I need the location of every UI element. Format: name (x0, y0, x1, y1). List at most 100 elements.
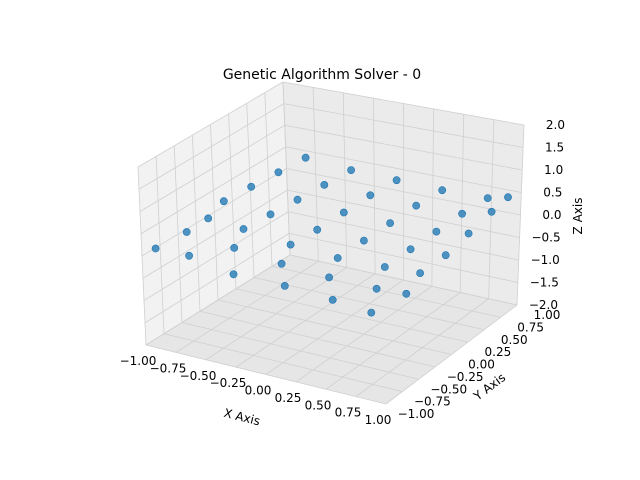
data-point (372, 284, 381, 293)
z-tick-label: 2.0 (546, 118, 565, 132)
grid-z-back (286, 168, 521, 216)
data-point (274, 168, 283, 177)
grid-x (295, 285, 433, 383)
data-point (247, 182, 256, 191)
data-point (441, 251, 450, 260)
data-point (458, 209, 466, 218)
z-tick-label: −0.5 (531, 231, 560, 245)
data-point (325, 273, 333, 282)
x-tick-label: 0.25 (275, 391, 302, 405)
data-point (239, 225, 248, 233)
x-tick-label: −0.75 (150, 361, 187, 375)
data-point (293, 195, 302, 204)
grid-z-back (289, 232, 518, 283)
data-point (313, 225, 322, 234)
x-tick-label: 0.50 (305, 398, 332, 412)
data-point (280, 281, 289, 290)
grid-z-left (143, 211, 289, 301)
data-point (412, 201, 421, 210)
z-tick-label: 0.0 (542, 208, 561, 222)
grid-z-back (287, 189, 520, 238)
grid-z-back (283, 103, 524, 148)
z-tick-label: −1.0 (531, 253, 560, 267)
grid-z-back (282, 81, 525, 126)
grid-z-left (144, 233, 290, 324)
z-tick-label: 0.5 (543, 186, 562, 200)
data-point (229, 270, 238, 279)
x-tick-label: 1.00 (365, 413, 392, 427)
data-point (432, 227, 441, 236)
grid-z-back (285, 146, 522, 193)
z-axis-label: Z Axis (571, 198, 585, 235)
data-point (204, 214, 213, 223)
grid-y (253, 277, 485, 331)
y-tick-label: −0.50 (430, 382, 467, 396)
grid-x (385, 304, 518, 405)
data-point (266, 210, 275, 219)
data-point (277, 259, 286, 268)
data-point (504, 193, 512, 202)
data-point (416, 269, 424, 277)
grid-z-left (139, 124, 285, 212)
data-point (328, 295, 337, 304)
chart-title: Genetic Algorithm Solver - 0 (223, 67, 421, 83)
x-tick-label: −1.00 (120, 354, 157, 368)
y-tick-label: −0.25 (447, 370, 484, 384)
data-point (487, 207, 496, 216)
data-point (185, 251, 193, 260)
grid-x (325, 292, 461, 390)
z-tick-label: −2.0 (529, 298, 558, 312)
gridlines (137, 81, 525, 405)
grid-y (217, 299, 452, 355)
y-tick-label: 0.00 (468, 358, 495, 372)
data-point (464, 229, 473, 238)
y-tick-label: −1.00 (398, 407, 435, 421)
data-point (483, 194, 492, 202)
data-point (151, 244, 160, 253)
data-point (182, 228, 191, 236)
tick-labels: −1.00−0.75−0.50−0.250.000.250.500.751.00… (120, 118, 565, 427)
data-point (301, 153, 310, 162)
data-point (219, 197, 228, 206)
x-tick-label: 0.75 (335, 406, 362, 420)
scatter-points (151, 153, 512, 317)
grid-z-left (145, 254, 291, 346)
grid-x (355, 298, 489, 397)
data-point (359, 236, 368, 245)
grid-z-left (137, 81, 284, 168)
data-point (367, 308, 376, 317)
data-point (230, 243, 239, 252)
z-tick-label: 1.5 (545, 141, 564, 155)
data-point (339, 208, 348, 217)
z-tick-label: 1.0 (544, 163, 563, 177)
z-tick-label: −1.5 (530, 276, 559, 290)
grid-z-left (141, 168, 287, 257)
data-point (347, 166, 355, 174)
data-point (386, 219, 394, 227)
data-point (402, 289, 411, 298)
data-point (380, 263, 389, 271)
grid-z-left (142, 189, 288, 279)
grid-y (235, 288, 468, 343)
data-point (366, 191, 375, 200)
y-tick-label: 0.25 (485, 345, 512, 359)
y-tick-label: −0.75 (414, 395, 451, 409)
y-tick-label: 1.00 (534, 308, 561, 322)
x-tick-label: 0.00 (245, 384, 272, 398)
grid-z-left (138, 103, 285, 190)
data-point (286, 240, 295, 249)
grid-z-left (140, 146, 286, 235)
y-tick-label: 0.75 (517, 320, 544, 334)
data-point (392, 176, 401, 185)
grid-y (271, 265, 501, 318)
grid-z-back (288, 211, 519, 261)
data-point (438, 186, 447, 195)
data-point (406, 245, 415, 254)
data-point (320, 180, 329, 189)
data-point (333, 254, 342, 262)
x-tick-label: −0.50 (180, 369, 217, 383)
grid-z-back (289, 254, 518, 306)
x-tick-label: −0.25 (210, 376, 247, 390)
